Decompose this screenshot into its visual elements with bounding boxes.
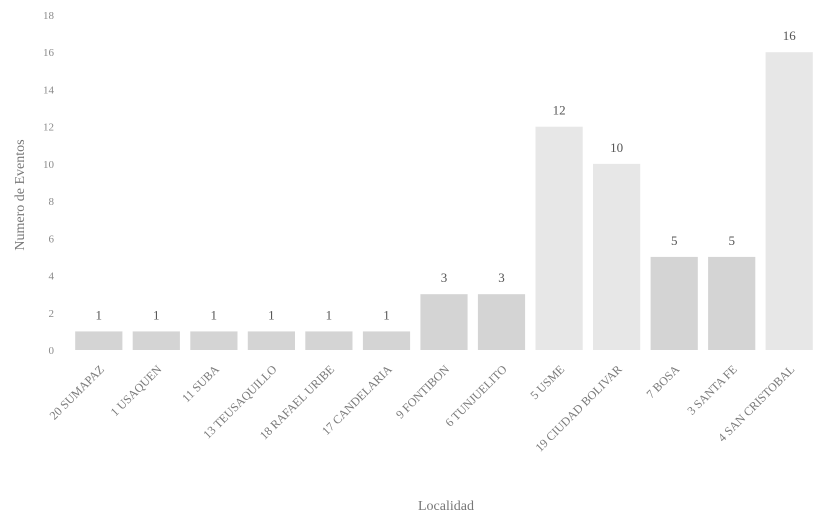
category-label: 3 SANTA FE: [684, 362, 739, 417]
y-axis-ticks: 0 2 4 6 8 10 12 14 16 18: [43, 10, 55, 357]
bar: [132, 331, 180, 350]
category-label: 1 USAQUEN: [108, 362, 165, 419]
category-label: 11 SUBA: [179, 362, 222, 405]
data-label: 1: [211, 307, 218, 322]
category-label: 9 FONTIBON: [393, 362, 452, 421]
bar: [305, 331, 353, 350]
bar: [708, 256, 756, 350]
data-label: 1: [96, 307, 103, 322]
y-tick-label: 6: [49, 233, 55, 245]
data-label: 16: [783, 28, 797, 43]
y-tick-label: 10: [43, 159, 55, 171]
y-tick-label: 18: [43, 10, 55, 22]
data-label: 10: [610, 140, 623, 155]
data-label: 3: [498, 270, 505, 285]
data-label: 1: [153, 307, 160, 322]
y-tick-label: 14: [43, 84, 55, 96]
y-tick-label: 0: [49, 345, 55, 357]
bar: [362, 331, 411, 350]
bar: [593, 163, 641, 350]
data-label: 1: [268, 307, 275, 322]
y-tick-label: 4: [49, 271, 55, 283]
data-label: 12: [553, 103, 566, 118]
category-label: 20 SUMAPAZ: [47, 362, 107, 422]
data-labels: 1 1 1 1 1 1 3 3 12 10 5 5 16: [96, 28, 797, 322]
x-axis-title: Localidad: [418, 499, 474, 514]
data-label: 5: [728, 233, 735, 248]
category-label: 5 USME: [527, 362, 567, 402]
bar: [190, 331, 238, 350]
bar: [420, 294, 468, 350]
data-label: 3: [441, 270, 448, 285]
y-tick-label: 16: [43, 47, 55, 59]
category-label: 7 BOSA: [643, 362, 682, 401]
data-label: 1: [326, 307, 333, 322]
data-label: 5: [671, 233, 678, 248]
y-tick-label: 2: [49, 308, 55, 320]
y-tick-label: 12: [43, 122, 54, 134]
y-tick-label: 8: [49, 196, 55, 208]
bar: [535, 126, 583, 350]
bar: [477, 294, 526, 350]
bar: [650, 256, 698, 350]
bar: [75, 331, 123, 350]
category-label: 6 TUNJUELITO: [442, 362, 510, 430]
bar: [247, 331, 295, 350]
bar: [765, 52, 813, 350]
bars: [75, 52, 813, 350]
y-axis-title: Numero de Eventos: [13, 139, 28, 250]
data-label: 1: [383, 307, 390, 322]
